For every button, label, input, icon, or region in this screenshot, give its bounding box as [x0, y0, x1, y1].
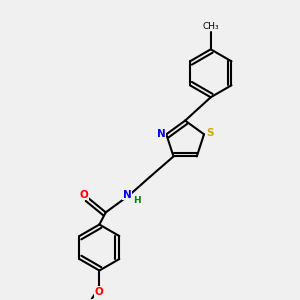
Text: H: H — [133, 196, 141, 205]
Text: O: O — [95, 287, 104, 297]
Text: S: S — [206, 128, 214, 138]
Text: N: N — [157, 129, 166, 139]
Text: CH₃: CH₃ — [202, 22, 219, 31]
Text: N: N — [123, 190, 131, 200]
Text: O: O — [80, 190, 89, 200]
